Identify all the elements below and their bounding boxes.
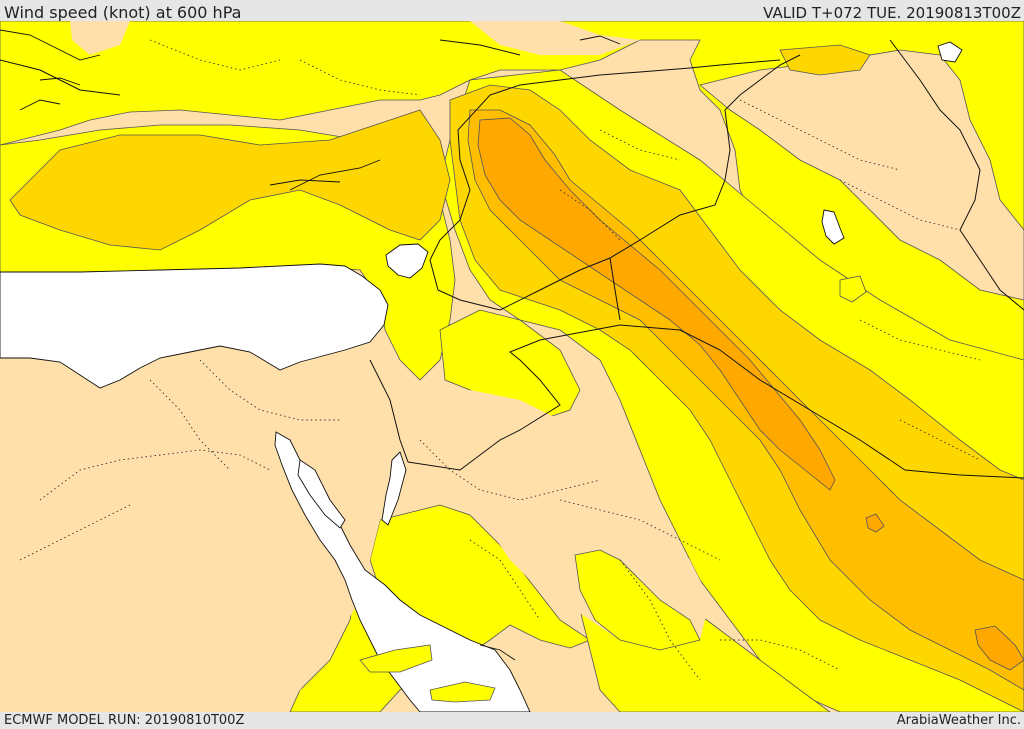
province-borders [19,39,981,681]
map-title: Wind speed (knot) at 600 hPa [4,3,242,22]
wind-band-yellow-gulf [839,275,867,303]
footer-bar: ECMWF MODEL RUN: 20190810T00Z ArabiaWeat… [0,712,1024,729]
wind-band-yellow-jordan [439,309,581,421]
sea-gulf-of-suez [297,459,346,529]
wind-band-gold-north [779,44,871,76]
sea-red-sea [274,431,531,712]
calm-land-egypt-north [0,348,420,712]
wind-speed-map[interactable] [0,21,1024,712]
sea-gulf-of-aqaba [381,451,407,526]
sea-mediterranean [0,263,389,389]
credit-label: ArabiaWeather Inc. [896,713,1021,728]
sea-mediterranean-north [385,243,429,279]
valid-time-label: VALID T+072 TUE. 20190813T00Z [763,4,1021,22]
wind-band-gold-west [9,109,451,251]
calm-land-north-west [70,21,640,55]
lake-urmia [821,209,845,245]
header-bar: Wind speed (knot) at 600 hPa VALID T+072… [0,0,1024,22]
wind-band-yellow-redsea-island-2 [359,644,433,673]
wind-band-deep-orange-south [974,625,1024,671]
model-run-label: ECMWF MODEL RUN: 20190810T00Z [4,713,245,728]
country-borders [0,39,1024,479]
wind-band-deep-orange-core [477,117,836,491]
wind-band-yellow-redsea-island [429,681,496,703]
wind-band-deep-orange-blob [865,513,885,533]
wind-band-yellow-arabia-inner [574,549,701,651]
coastlines [0,29,621,661]
sea-caspian-edge [937,41,963,63]
